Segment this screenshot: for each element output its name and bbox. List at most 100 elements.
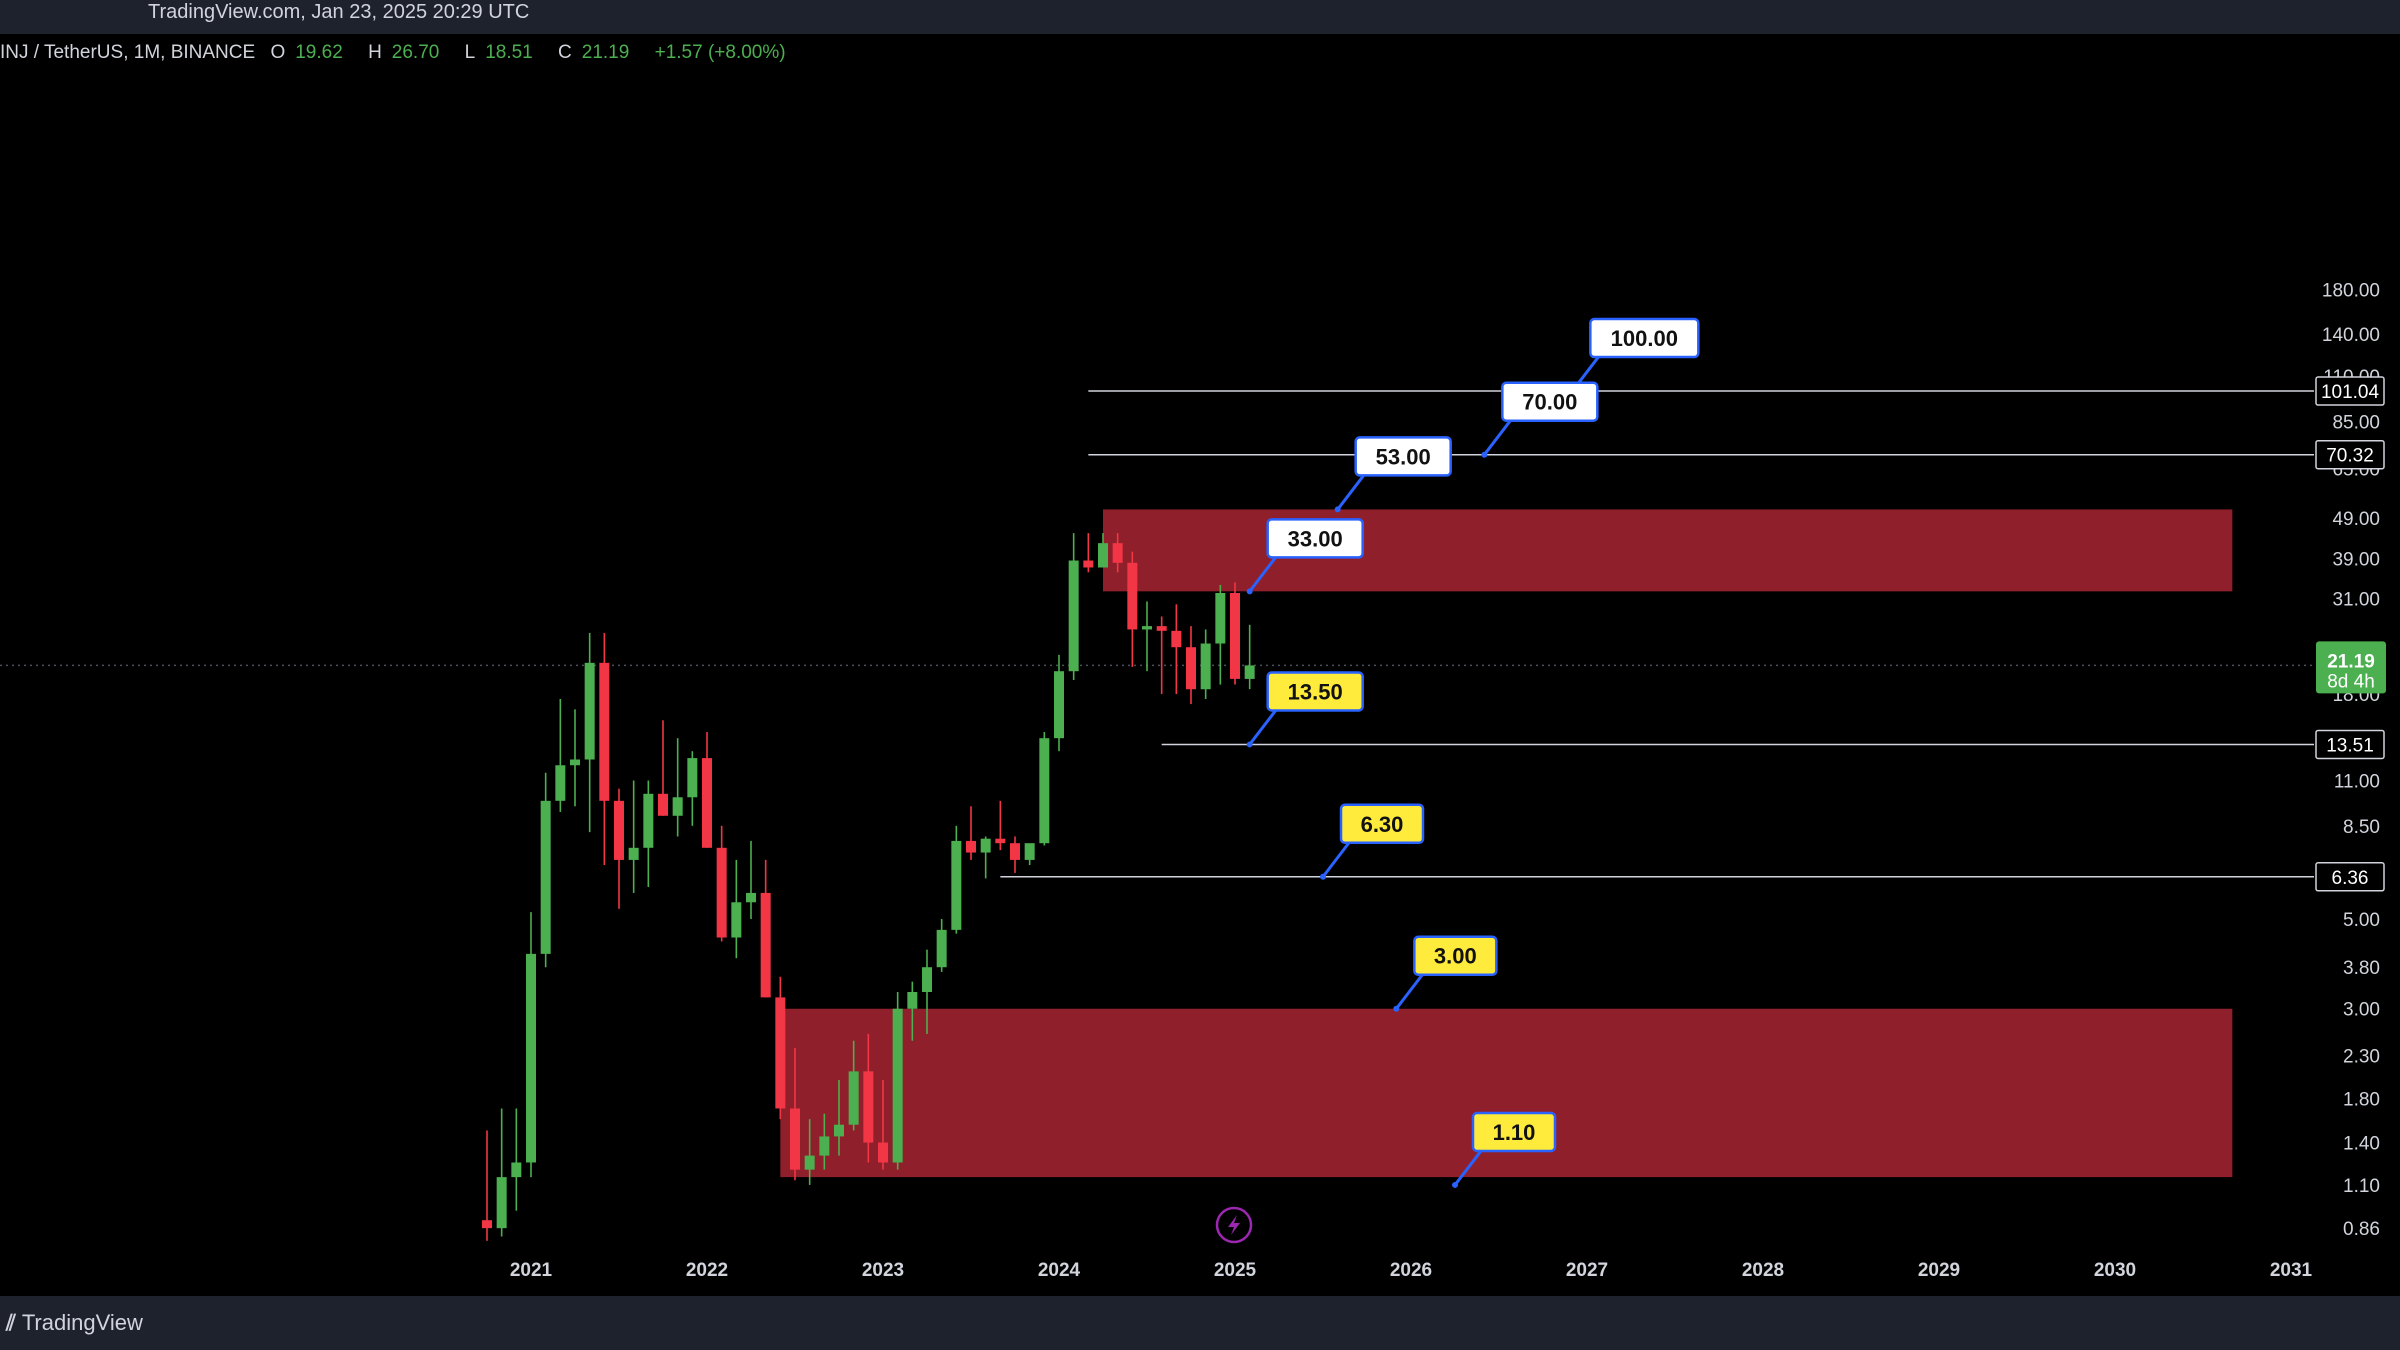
candle-body (1200, 643, 1211, 690)
price-axis[interactable]: 180.00140.00110.0085.0065.0049.0039.0031… (2322, 281, 2380, 1241)
candle[interactable] (482, 1130, 492, 1241)
candle[interactable] (1142, 601, 1152, 672)
x-tick-label: 2028 (1742, 1260, 1784, 1281)
candle[interactable] (658, 720, 668, 816)
price-callout[interactable]: 3.00 (1393, 935, 1498, 1012)
candle[interactable] (731, 859, 742, 959)
candle[interactable] (951, 825, 962, 934)
candle[interactable] (1186, 626, 1196, 705)
candle-body (482, 1220, 492, 1229)
price-callout[interactable]: 53.00 (1334, 436, 1452, 513)
price-callout[interactable]: 70.00 (1481, 381, 1599, 458)
candle-body (1054, 671, 1064, 739)
candle[interactable] (540, 772, 551, 968)
candle[interactable] (672, 738, 683, 837)
candle[interactable] (1112, 533, 1123, 573)
open-label: O (270, 42, 286, 63)
candle[interactable] (1039, 732, 1050, 846)
candle[interactable] (1244, 624, 1255, 690)
candle[interactable] (1127, 551, 1138, 667)
candle[interactable] (1024, 843, 1035, 866)
candle[interactable] (1171, 604, 1182, 695)
candle[interactable] (790, 1047, 800, 1181)
candle[interactable] (716, 825, 727, 942)
candle[interactable] (687, 751, 698, 826)
candle[interactable] (599, 632, 610, 866)
tradingview-logo[interactable]: ⫽ TradingView (6, 1310, 143, 1336)
price-callout[interactable]: 13.50 (1246, 671, 1364, 748)
candle-body (1112, 543, 1123, 563)
y-tick-label: 3.80 (2343, 958, 2380, 979)
candle[interactable] (775, 976, 786, 1120)
candle[interactable] (980, 836, 991, 879)
candle[interactable] (570, 709, 580, 807)
candle-body (966, 840, 976, 853)
candle[interactable] (1230, 582, 1240, 685)
candle[interactable] (892, 991, 903, 1170)
candle-body (804, 1155, 815, 1170)
candle[interactable] (1156, 616, 1167, 695)
time-axis[interactable]: 2021 2022 2023 2024 2025 2026 2027 2028 2029 2030… (510, 1260, 2313, 1281)
candle[interactable] (496, 1108, 507, 1237)
callout-label: 1.10 (1493, 1120, 1536, 1145)
candle[interactable] (922, 949, 932, 1034)
low-label: L (464, 42, 476, 63)
candles-layer[interactable] (482, 533, 1255, 1241)
candle-body (746, 892, 756, 903)
candle[interactable] (584, 632, 595, 833)
candle[interactable] (643, 780, 654, 887)
candle[interactable] (702, 732, 712, 848)
x-tick-label: 2024 (1038, 1260, 1081, 1281)
candle-body (716, 847, 727, 938)
price-callout[interactable]: 100.00 (1569, 317, 1700, 395)
candle[interactable] (1068, 533, 1079, 680)
y-tick-label: 11.00 (2334, 772, 2380, 793)
candle[interactable] (511, 1108, 522, 1211)
candle[interactable] (555, 698, 566, 812)
candle[interactable] (1010, 836, 1020, 873)
candle[interactable] (863, 1033, 874, 1163)
price-chart[interactable]: 100.00 70.00 53.00 33.00 13.50 6.30 3.00 1.10 1… (0, 34, 2400, 1296)
current-price-value: 21.19 (2327, 651, 2375, 672)
candle[interactable] (848, 1040, 859, 1131)
lightning-icon[interactable] (1215, 1206, 1253, 1244)
price-callout[interactable]: 1.10 (1452, 1111, 1557, 1188)
symbol-name[interactable]: INJ / TetherUS, 1M, BINANCE (0, 42, 256, 63)
callout-pointer (1483, 419, 1512, 456)
candle[interactable] (614, 788, 624, 909)
callout-box (1413, 935, 1498, 976)
zones-layer (780, 509, 2233, 1178)
candle[interactable] (1215, 584, 1226, 685)
candle[interactable] (1054, 654, 1064, 752)
candle[interactable] (746, 840, 756, 920)
price-callout[interactable]: 6.30 (1320, 803, 1425, 880)
candle-body (672, 797, 683, 816)
candle[interactable] (526, 912, 536, 1178)
candle-body (1024, 843, 1035, 860)
candle[interactable] (995, 800, 1006, 851)
candle[interactable] (966, 806, 976, 860)
x-tick-label: 2031 (2270, 1260, 2313, 1281)
candle-body (584, 662, 595, 760)
callouts-layer[interactable]: 100.00 70.00 53.00 33.00 13.50 6.30 3.00 1.10 (1246, 317, 1700, 1188)
candle[interactable] (819, 1113, 830, 1170)
candle[interactable] (628, 780, 639, 893)
candle[interactable] (1098, 533, 1108, 568)
callout-label: 53.00 (1376, 444, 1431, 469)
candle[interactable] (804, 1119, 815, 1185)
candle[interactable] (1200, 629, 1211, 699)
candle-body (1142, 626, 1152, 630)
y-tick-label: 8.50 (2343, 817, 2380, 838)
candle[interactable] (1083, 533, 1094, 573)
candle[interactable] (907, 981, 918, 1041)
callout-label: 6.30 (1361, 812, 1404, 837)
candle[interactable] (834, 1079, 844, 1156)
candle[interactable] (760, 859, 771, 998)
price-callout[interactable]: 33.00 (1246, 518, 1364, 595)
candle-body (936, 929, 947, 968)
y-tick-label: 180.00 (2322, 281, 2380, 302)
candle[interactable] (936, 919, 947, 972)
y-tick-label: 0.86 (2343, 1219, 2380, 1240)
candle[interactable] (878, 1079, 888, 1170)
